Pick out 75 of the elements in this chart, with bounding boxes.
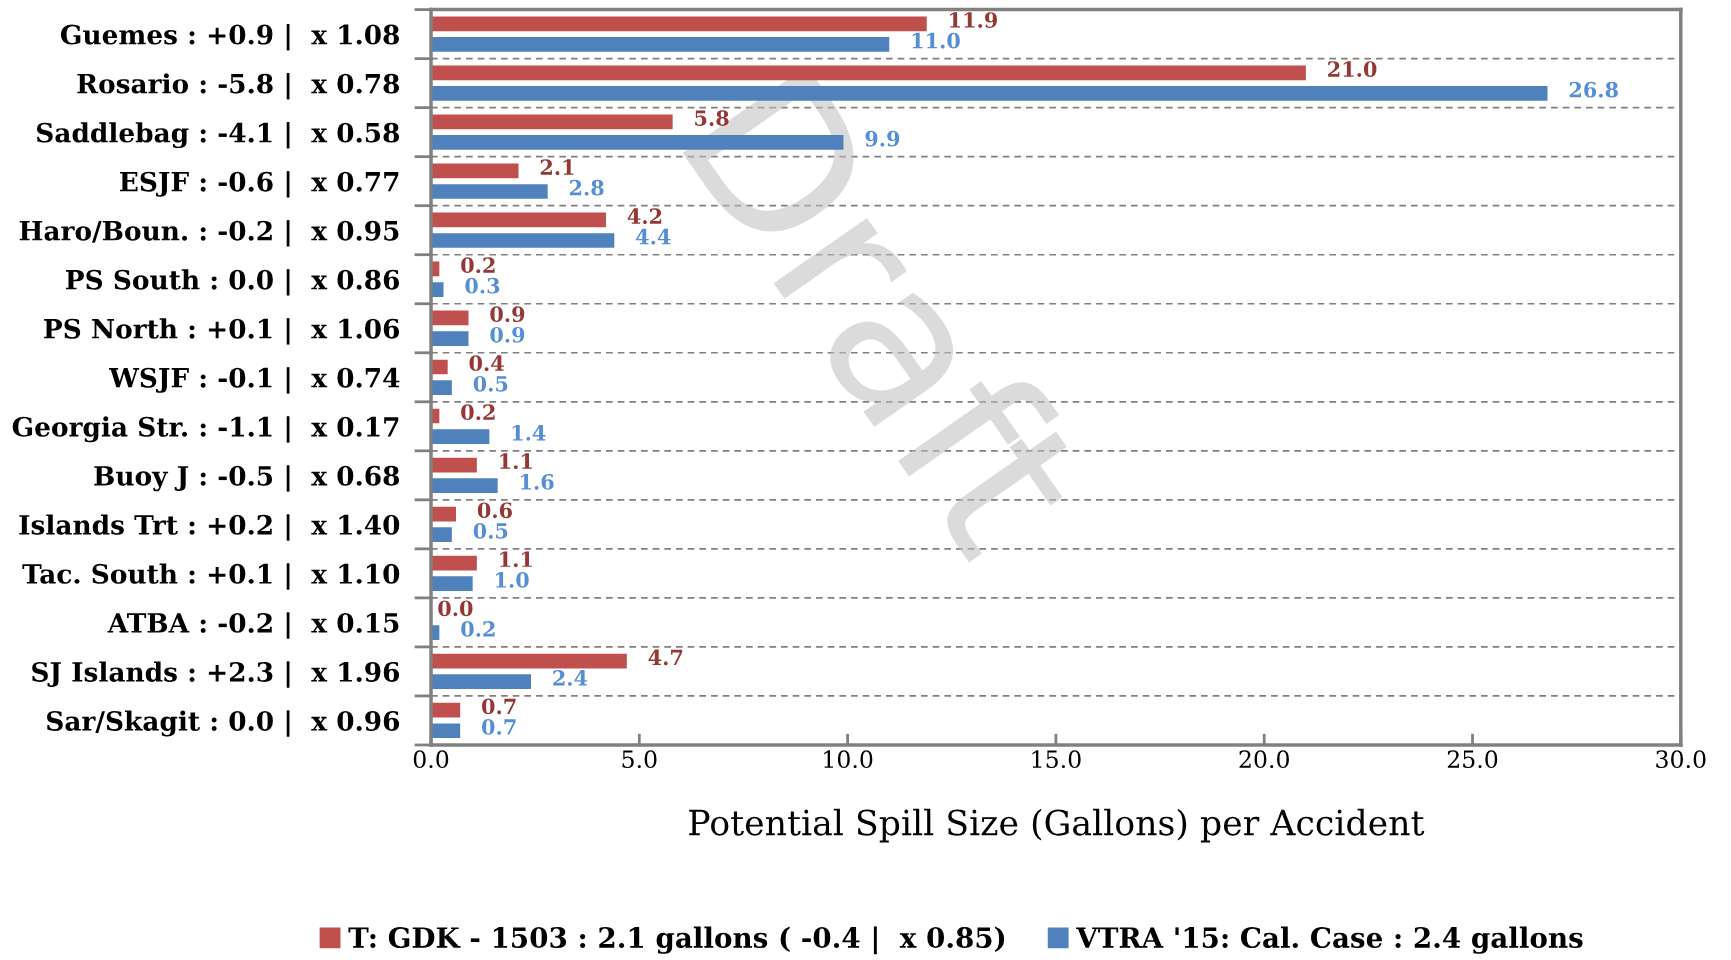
bar — [431, 457, 477, 473]
data-label: 0.4 — [469, 355, 504, 372]
bar — [431, 380, 452, 395]
bar — [431, 163, 519, 179]
x-tick-label: 15.0 — [1032, 750, 1081, 769]
data-label: 4.2 — [627, 208, 662, 224]
bar — [431, 212, 606, 228]
bar — [431, 114, 673, 130]
legend-label: T: GDK - 1503 : 2.1 gallons ( -0.4 | x 0.85) — [348, 926, 1005, 955]
bar — [431, 310, 469, 326]
data-label: 0.6 — [477, 502, 512, 519]
data-label: 0.2 — [461, 257, 495, 274]
data-label: 1.6 — [521, 473, 554, 490]
bar — [431, 233, 615, 248]
data-label: 0.2 — [461, 621, 495, 637]
data-label: 2.4 — [553, 670, 588, 686]
bar — [431, 527, 452, 542]
y-tick-label: ATBA : -0.2 | x 0.15 — [107, 612, 399, 639]
y-tick-label: ESJF : -0.6 | x 0.77 — [119, 171, 399, 198]
y-tick-label: Tac. South : +0.1 | x 1.10 — [22, 563, 400, 590]
y-tick-label: PS North : +0.1 | x 1.06 — [44, 318, 400, 345]
bar — [431, 576, 473, 592]
bar — [431, 653, 627, 669]
y-tick-label: Haro/Boun. : -0.2 | x 0.95 — [19, 220, 399, 247]
data-label: 2.8 — [569, 179, 604, 196]
bar — [431, 674, 531, 690]
data-label: 4.4 — [636, 228, 671, 245]
data-label: 4.7 — [648, 649, 683, 666]
x-tick-label: 5.0 — [622, 750, 657, 769]
data-label: 26.8 — [1569, 81, 1618, 98]
data-label: 0.3 — [465, 277, 500, 294]
bar — [431, 555, 477, 571]
y-tick-label: Sar/Skagit : 0.0 | x 0.96 — [47, 710, 400, 737]
x-axis-title: Potential Spill Size (Gallons) per Accident — [689, 808, 1425, 843]
data-label: 2.1 — [540, 159, 574, 175]
x-tick-label: 25.0 — [1447, 750, 1498, 769]
data-label: 1.0 — [496, 572, 529, 588]
x-tick-label: 0.0 — [413, 750, 449, 769]
data-label: 1.1 — [500, 551, 532, 568]
y-tick-label: WSJF : -0.1 | x 0.74 — [108, 367, 400, 394]
bar — [431, 65, 1306, 81]
data-label: 0.9 — [490, 326, 525, 343]
y-tick-label: Rosario : -5.8 | x 0.78 — [77, 73, 400, 100]
bar — [431, 429, 490, 444]
x-tick-label: 10.0 — [824, 750, 873, 769]
data-label: 0.5 — [473, 522, 508, 539]
y-tick-label: SJ Islands : +2.3 | x 1.96 — [32, 661, 400, 688]
y-tick-label: Guemes : +0.9 | x 1.08 — [61, 24, 400, 51]
data-label: 11.0 — [912, 32, 960, 49]
y-tick-label: Islands Trt : +0.2 | x 1.40 — [19, 514, 400, 541]
data-label: 1.4 — [512, 424, 546, 441]
data-label: 0.0 — [438, 600, 473, 617]
data-label: 0.7 — [481, 719, 516, 735]
data-label: 1.1 — [500, 453, 532, 470]
bar — [431, 16, 927, 32]
bar — [431, 184, 548, 199]
bar — [431, 478, 498, 493]
bar — [431, 723, 461, 739]
bar — [431, 702, 461, 718]
legend-label: VTRA '15: Cal. Case : 2.4 gallons — [1076, 926, 1583, 954]
data-label: 0.9 — [490, 306, 525, 323]
x-tick-label: 30.0 — [1656, 750, 1706, 769]
data-label: 0.7 — [481, 698, 516, 715]
data-label: 11.9 — [950, 12, 998, 28]
y-tick-label: Buoy J : -0.5 | x 0.68 — [94, 465, 400, 492]
data-label: 21.0 — [1328, 61, 1377, 77]
y-tick-label: Saddlebag : -4.1 | x 0.58 — [37, 122, 400, 149]
y-tick-label: Georgia Str. : -1.1 | x 0.17 — [12, 416, 399, 443]
data-label: 0.5 — [473, 375, 508, 392]
y-tick-label: PS South : 0.0 | x 0.86 — [66, 269, 400, 296]
x-tick-label: 20.0 — [1239, 750, 1289, 769]
bar — [431, 331, 469, 346]
bar — [431, 282, 444, 297]
data-label: 0.2 — [461, 404, 495, 421]
bar — [431, 37, 890, 52]
